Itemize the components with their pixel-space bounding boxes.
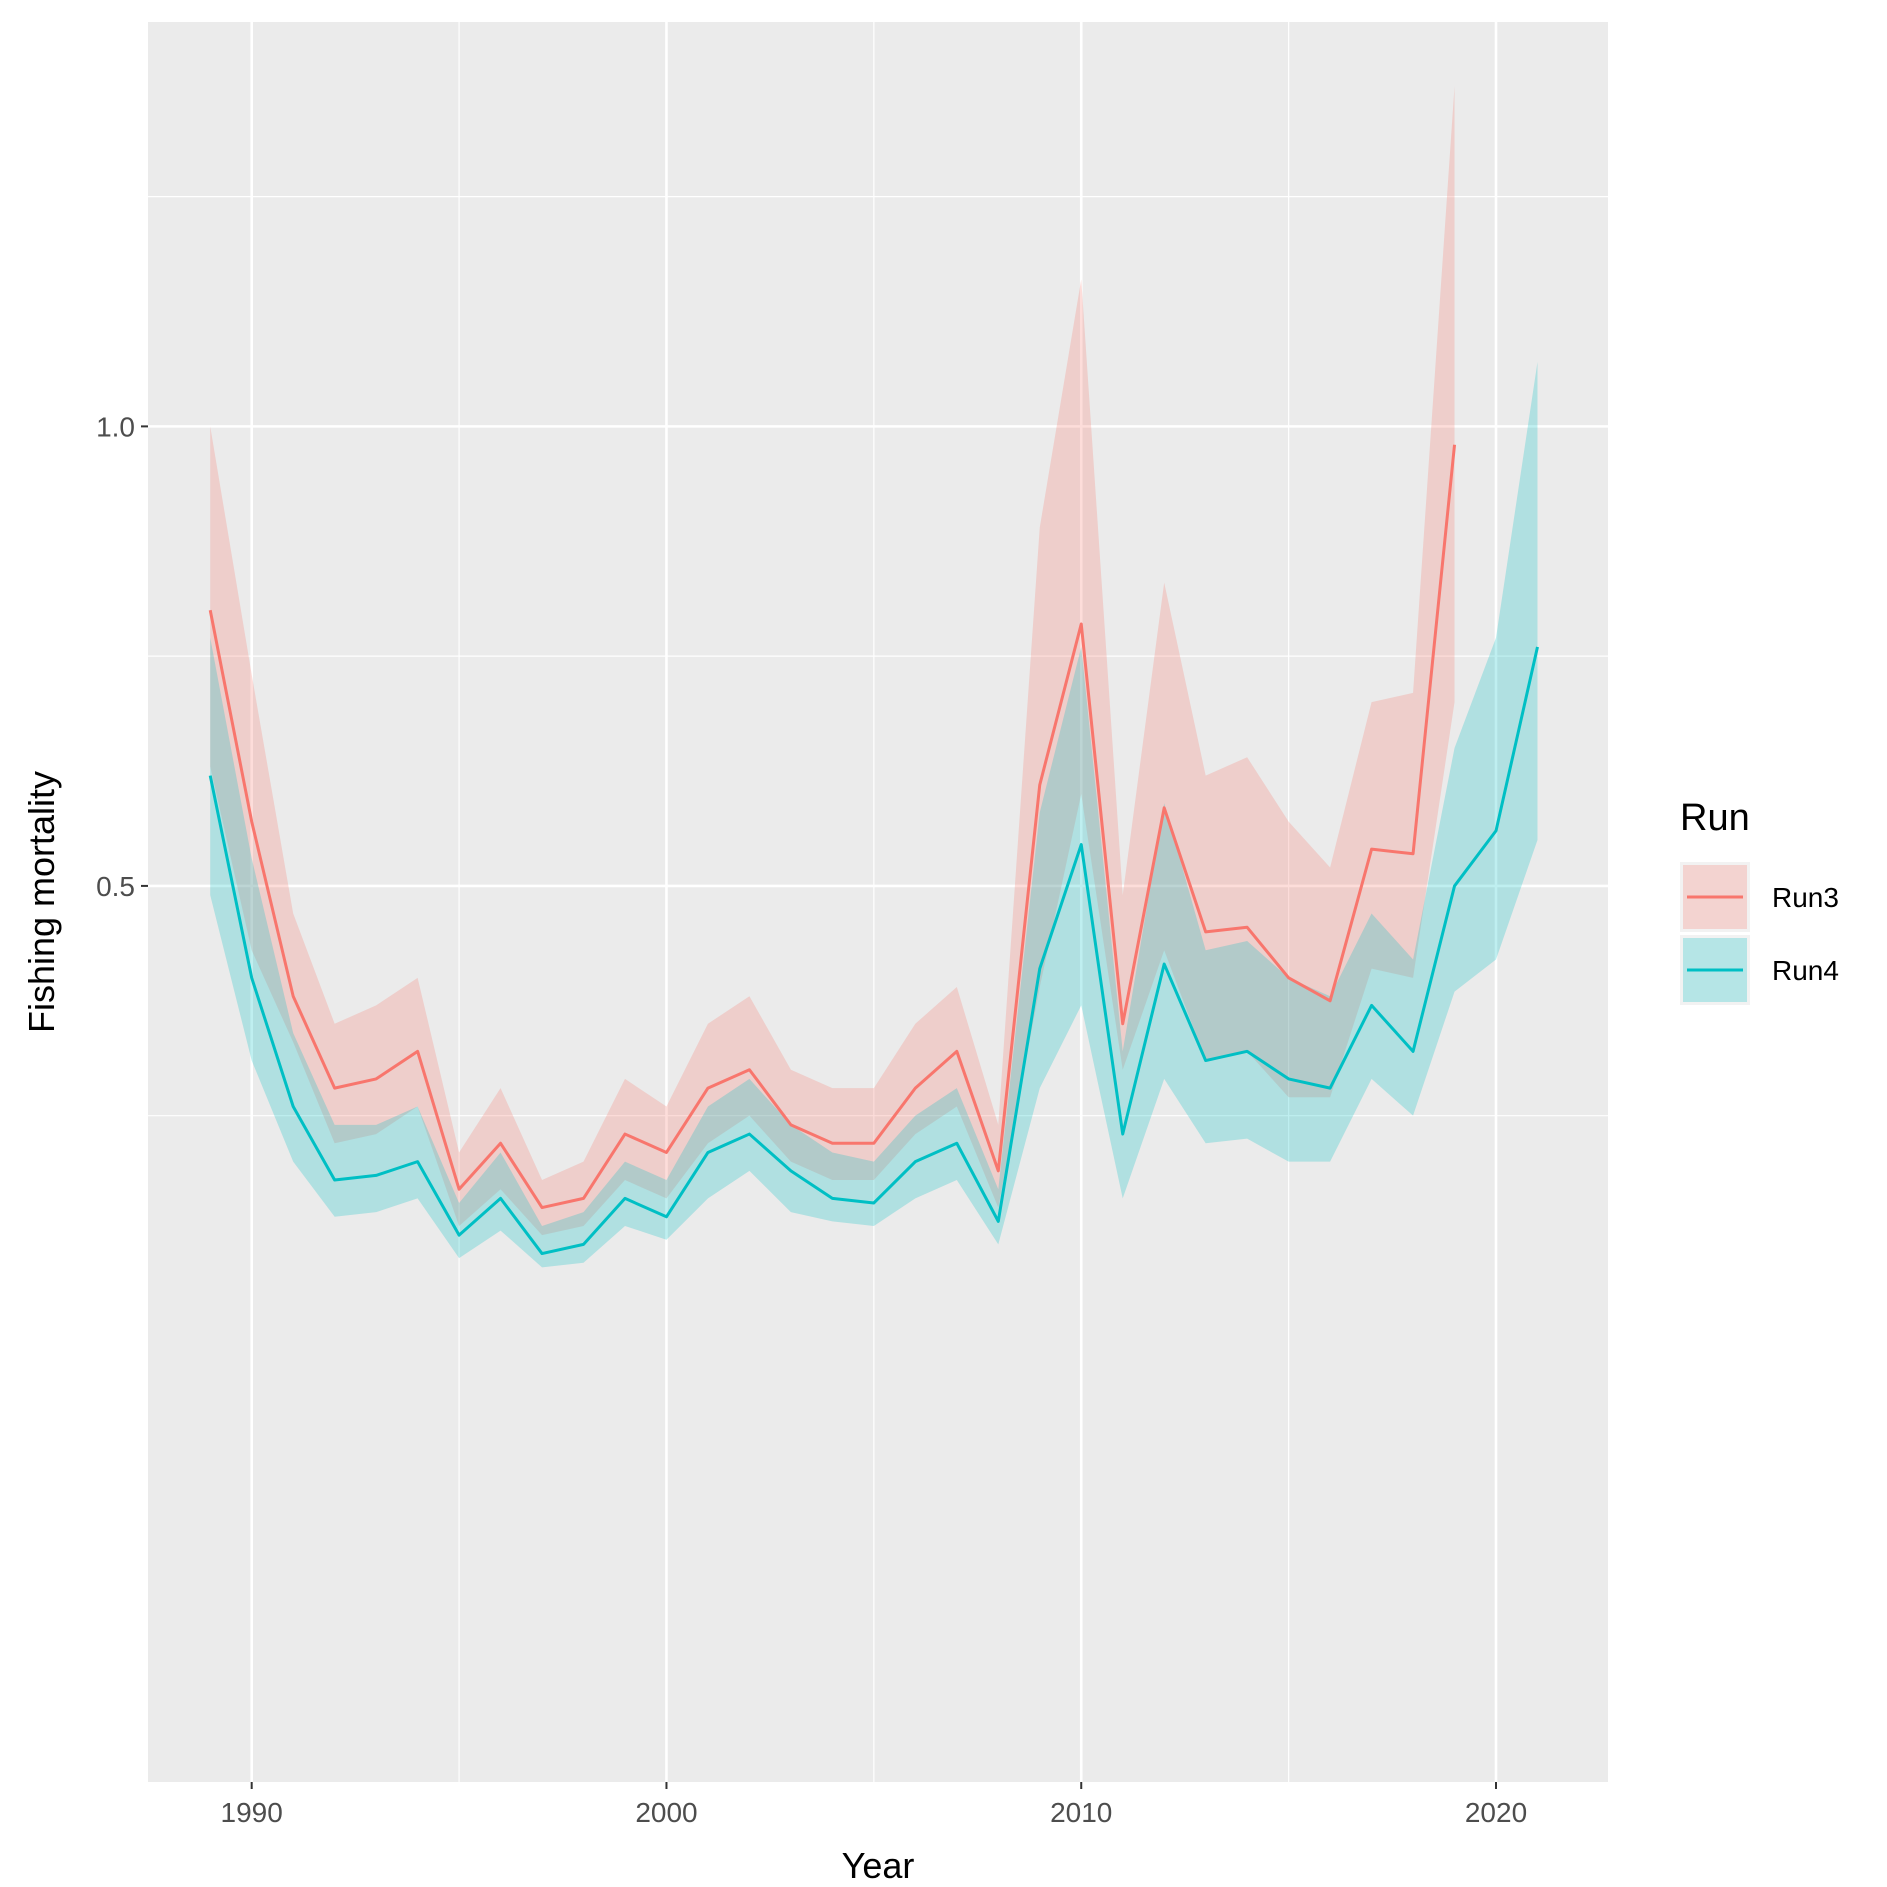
x-tick-label-2010: 2010 [1050, 1797, 1112, 1828]
line-run4 [208, 646, 1539, 1256]
x-axis: 1990 2000 2010 2020 [221, 1782, 1527, 1828]
ribbon-run4 [210, 362, 1538, 1268]
ribbon-run3 [210, 86, 1455, 1236]
major-gridlines [148, 22, 1608, 1782]
series-lines [208, 444, 1539, 1256]
x-tick-label-1990: 1990 [221, 1797, 283, 1828]
x-tick-label-2000: 2000 [635, 1797, 697, 1828]
legend: Run Run3 Run4 [1680, 797, 1839, 1005]
legend-label-run3: Run3 [1772, 882, 1839, 913]
minor-gridlines [148, 22, 1608, 1782]
legend-label-run4: Run4 [1772, 955, 1839, 986]
y-tick-label-1: 1.0 [96, 411, 135, 442]
y-axis: 0.5 1.0 [96, 411, 148, 902]
x-tick-label-2020: 2020 [1465, 1797, 1527, 1828]
x-axis-title: Year [842, 1845, 915, 1886]
line-run3 [208, 444, 1457, 1210]
y-axis-title: Fishing mortality [21, 771, 62, 1033]
y-tick-label-0-5: 0.5 [96, 871, 135, 902]
plot-panel [148, 22, 1608, 1782]
legend-title: Run [1680, 797, 1750, 839]
confidence-ribbons [210, 86, 1538, 1268]
